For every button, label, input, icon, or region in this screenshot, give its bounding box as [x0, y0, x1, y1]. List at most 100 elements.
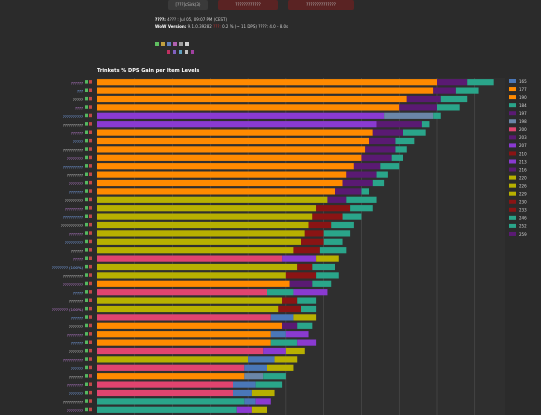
bar-segment — [248, 356, 275, 363]
legend-swatch — [509, 159, 516, 164]
legend-swatch — [509, 207, 516, 212]
bar-segment — [297, 263, 313, 271]
sim-export-button[interactable]: ?????????????? — [288, 0, 354, 10]
legend-label: 233 — [519, 208, 527, 213]
bar-segment — [350, 205, 373, 212]
error-label: ???: — [213, 24, 221, 29]
bar-segment — [440, 95, 468, 103]
legend-swatch — [509, 119, 516, 124]
legend-swatch — [509, 199, 516, 204]
trinket-icon — [85, 122, 88, 126]
bar-segment — [97, 163, 354, 170]
trinket-icon — [89, 80, 92, 84]
row-label: ?????? — [71, 248, 83, 253]
bar-segment — [97, 347, 264, 355]
bar-segment — [97, 255, 283, 262]
legend-swatch — [509, 183, 516, 188]
bar-segment — [97, 196, 328, 203]
row-label: ??????? — [69, 374, 83, 379]
chart-title: Trinkets % DPS Gain per Item Levels — [97, 68, 199, 74]
legend-label: 177 — [519, 87, 527, 92]
bar-segment — [312, 263, 335, 271]
chart-bars — [97, 79, 494, 413]
legend-swatch — [509, 111, 516, 116]
bar-segment — [312, 280, 332, 287]
trinket-icon — [89, 180, 92, 185]
legend-swatch — [509, 223, 516, 228]
trinket-icon — [85, 348, 88, 353]
legend-label: 197 — [519, 111, 527, 116]
row-label: ?????????? — [63, 114, 83, 119]
bar-segment — [342, 179, 373, 187]
trinket-icon — [85, 239, 88, 244]
bar-segment — [244, 364, 267, 371]
trinket-icon — [89, 399, 92, 403]
trinket-icon — [89, 382, 92, 386]
trinket-icon — [85, 390, 88, 395]
bar-segment — [433, 87, 456, 94]
profile-tab-button[interactable]: [???]cSirk(3) — [168, 0, 208, 10]
bar-segment — [421, 121, 430, 128]
trinket-icon — [85, 298, 88, 302]
trinket-icon — [85, 399, 88, 403]
trinket-icon — [89, 189, 92, 193]
row-label: ??????????? — [61, 223, 83, 228]
legend-swatch — [509, 143, 516, 148]
legend-label: 213 — [519, 159, 527, 164]
bar-segment — [437, 104, 460, 111]
bar-segment — [282, 255, 317, 262]
trinket-icon — [85, 88, 88, 92]
bar-segment — [467, 79, 494, 86]
trinket-icon — [85, 281, 88, 286]
bar-segment — [97, 205, 317, 212]
bar-segment — [97, 339, 271, 346]
sim-time-value: 4??? : Jul 05, 09:07 PM (CEST) — [167, 17, 228, 22]
trinket-icon — [85, 189, 88, 193]
row-label: ????? — [73, 139, 83, 144]
bar-segment — [365, 146, 396, 153]
trinket-icon — [89, 340, 92, 344]
row-label: ?????????? — [63, 164, 83, 169]
bar-segment — [251, 389, 275, 397]
bar-segment — [282, 322, 298, 329]
trinket-icon — [89, 264, 92, 269]
trinket-icon — [85, 256, 88, 260]
trinket-icon — [89, 390, 92, 395]
plot-area — [97, 78, 505, 415]
legend-swatch — [509, 231, 516, 236]
bar-segment — [97, 398, 245, 405]
trinket-icon — [89, 222, 92, 227]
row-label: ????? — [73, 97, 83, 102]
legend-label: 246 — [519, 216, 527, 221]
bar-segment — [372, 129, 403, 136]
sim-config-button[interactable]: ???????????? — [218, 0, 278, 10]
bar-segment — [97, 87, 434, 94]
bar-segment — [97, 95, 407, 103]
bar-segment — [293, 247, 320, 254]
row-label: ??????? — [69, 349, 83, 354]
bar-segment — [97, 146, 366, 153]
bar-segment — [395, 137, 415, 145]
trinket-icon — [85, 407, 88, 412]
haste-icon — [155, 42, 159, 46]
bar-segment — [293, 314, 317, 321]
bar-segment — [346, 171, 377, 178]
trinket-icon — [85, 130, 88, 134]
trinket-icon — [89, 88, 92, 92]
legend-swatch — [509, 191, 516, 196]
bar-segment — [342, 213, 362, 220]
row-label: ?????????? — [63, 400, 83, 405]
bar-segment — [97, 171, 347, 178]
bar-segment — [97, 322, 283, 329]
bar-segment — [97, 272, 286, 279]
mastery-icon — [167, 42, 171, 46]
row-label: ???????? — [67, 332, 83, 337]
trinket-icon — [89, 130, 92, 134]
bar-segment — [97, 331, 271, 338]
row-label: ??????? — [69, 391, 83, 396]
trinket-icon — [85, 172, 88, 176]
legend-label: 190 — [519, 95, 527, 100]
bar-segment — [297, 322, 313, 329]
info-icon — [185, 42, 189, 46]
